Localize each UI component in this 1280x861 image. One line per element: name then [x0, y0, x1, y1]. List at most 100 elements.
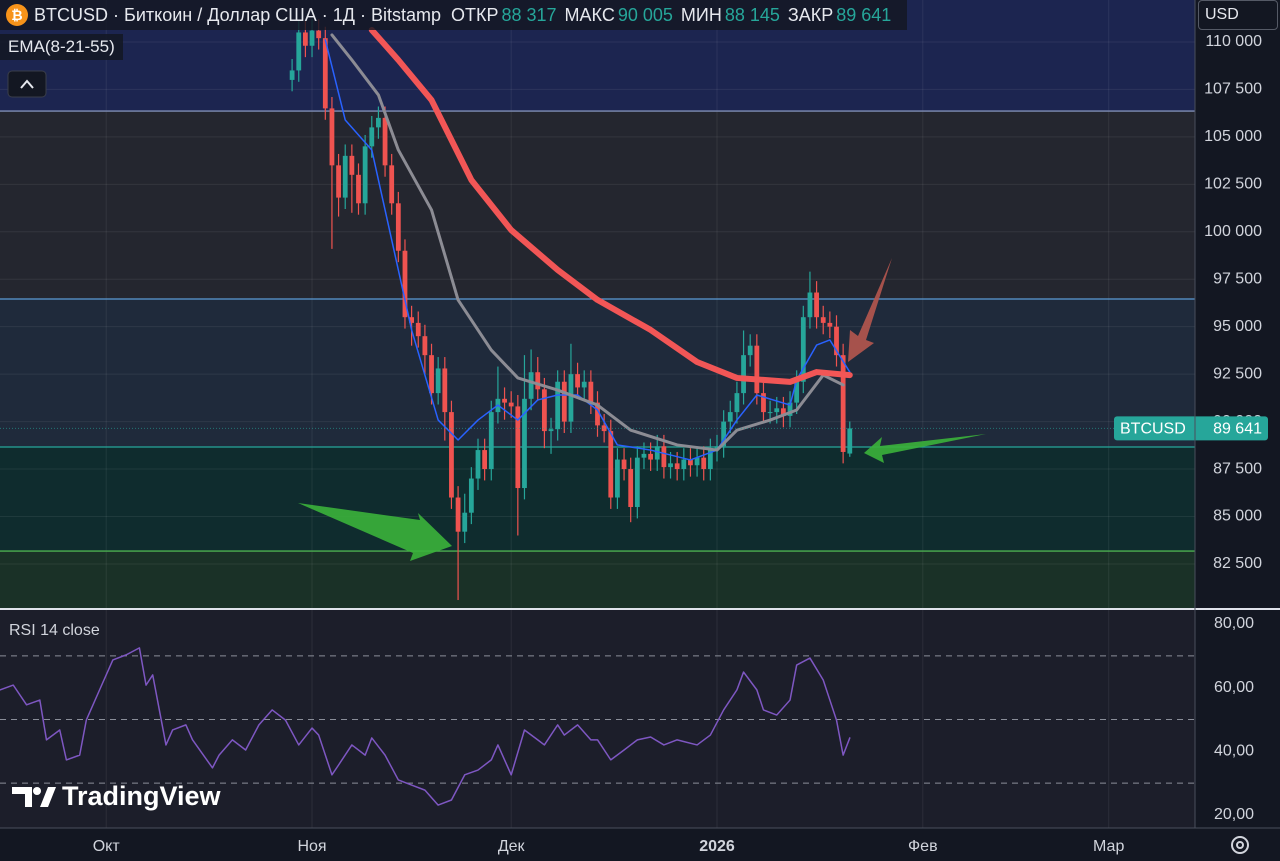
- y-tick-label: 92 500: [1213, 365, 1262, 382]
- candle-body: [449, 412, 454, 498]
- y-tick-label: 40,00: [1214, 743, 1254, 760]
- brand: TradingView: [62, 781, 222, 811]
- candle-body: [634, 457, 640, 508]
- candle-body: [415, 322, 421, 337]
- rsi-label[interactable]: RSI 14 close: [9, 622, 100, 639]
- candle-body: [661, 446, 667, 468]
- ohlc-value: 88 317: [501, 4, 557, 25]
- coin-icon: ₿: [6, 4, 28, 26]
- candle-body: [561, 381, 567, 422]
- x-tick-label: 2026: [699, 838, 735, 855]
- candle-body: [548, 429, 554, 432]
- candle-body: [356, 174, 361, 204]
- candle-body: [727, 412, 733, 422]
- candle-body: [694, 457, 700, 466]
- y-tick-label: 82 500: [1213, 555, 1262, 572]
- candle-body: [309, 30, 315, 46]
- candle-body: [747, 345, 753, 356]
- candle-body: [621, 459, 627, 470]
- ohlc: ОТКР 88 317 МАКС 90 005 МИН 88 145 ЗАКР 89 641: [451, 5, 899, 26]
- candle-body: [455, 497, 461, 532]
- candle-body: [442, 368, 448, 413]
- indicator-label[interactable]: EMA(8-21-55): [0, 34, 123, 60]
- candle-body: [761, 393, 766, 413]
- y-tick-label: 60,00: [1214, 679, 1254, 696]
- candle-body: [794, 381, 800, 403]
- rsi-plot: [0, 610, 1195, 828]
- candle-body: [814, 292, 819, 318]
- price-pane: [0, 0, 1195, 608]
- x-tick-label: Фев: [908, 838, 938, 855]
- y-tick-label: 105 000: [1204, 128, 1262, 145]
- candle-body: [429, 355, 434, 394]
- candle-body: [462, 512, 468, 532]
- candle-body: [575, 374, 580, 388]
- ohlc-label: ЗАКР: [787, 4, 834, 25]
- candle-body: [668, 463, 673, 468]
- candle-body: [508, 402, 514, 407]
- candle-body: [422, 336, 428, 356]
- candle-body: [289, 70, 295, 80]
- candle-body: [316, 30, 322, 39]
- ohlc-label: МАКС: [564, 4, 615, 25]
- candle-body: [376, 117, 381, 128]
- candle-body: [515, 406, 521, 489]
- collapse-button[interactable]: [7, 70, 47, 98]
- y-tick-label: 95 000: [1213, 318, 1262, 335]
- ohlc-value: 90 005: [617, 4, 673, 25]
- y-tick-label: 107 500: [1204, 81, 1262, 98]
- line: [0, 647, 851, 806]
- x-tick-label: Ноя: [297, 838, 326, 855]
- candle-body: [681, 459, 687, 470]
- symbol[interactable]: BTCUSD: [34, 4, 109, 25]
- ohlc-label: МИН: [680, 4, 722, 25]
- price-band: [0, 111, 1195, 299]
- candle-body: [834, 326, 839, 356]
- price-tag-symbol: BTCUSD: [1120, 421, 1186, 438]
- candle-body: [336, 165, 341, 198]
- y-tick-label: 97 500: [1213, 270, 1262, 287]
- y-tick-label: 20,00: [1214, 806, 1254, 823]
- candle-body: [847, 428, 853, 454]
- settings-gear[interactable]: [1231, 836, 1249, 854]
- title: Биткоин / Доллар США · 1Д · Bitstamp: [124, 4, 441, 25]
- candle-body: [541, 389, 547, 432]
- candle-body: [741, 355, 746, 394]
- currency-select[interactable]: USD: [1198, 0, 1278, 30]
- line: [324, 39, 851, 461]
- candle-body: [535, 372, 541, 390]
- candle-body: [349, 155, 355, 175]
- y-tick-label: 100 000: [1204, 223, 1262, 240]
- ohlc-value: 88 145: [724, 4, 780, 25]
- ohlc-value: 89 641: [836, 4, 892, 25]
- candle-body: [641, 453, 647, 458]
- candle-body: [601, 425, 607, 432]
- candle-body: [754, 345, 760, 394]
- candle-body: [787, 402, 793, 416]
- candle-body: [482, 450, 488, 470]
- ohlc-label: ОТКР: [450, 4, 499, 25]
- candle-body: [608, 431, 614, 498]
- x-tick-label: Дек: [498, 838, 526, 855]
- candle-body: [581, 381, 587, 388]
- candle-body: [555, 381, 561, 430]
- y-tick-label: 85 000: [1213, 508, 1262, 525]
- candle-body: [800, 317, 806, 382]
- arrow: [298, 503, 452, 561]
- candle-body: [568, 374, 574, 422]
- price-band: [0, 447, 1195, 552]
- candle-body: [774, 408, 780, 413]
- candle-body: [674, 463, 680, 470]
- tradingview-logo: [12, 787, 56, 807]
- candle-body: [389, 165, 395, 204]
- candle-body: [588, 381, 594, 403]
- arrow: [848, 258, 892, 362]
- candle-body: [767, 412, 773, 414]
- line: [368, 26, 853, 385]
- candle-body: [807, 292, 813, 318]
- x-tick-label: Мар: [1093, 838, 1124, 855]
- candle-body: [595, 402, 600, 426]
- candle-body: [840, 355, 846, 452]
